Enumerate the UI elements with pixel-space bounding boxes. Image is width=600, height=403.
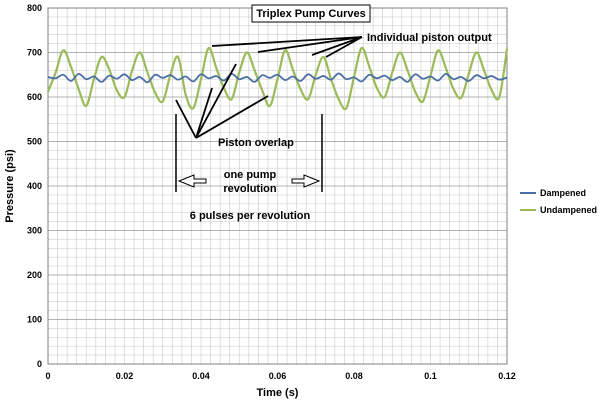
y-tick-label: 700 — [27, 48, 42, 58]
annotation-pointer-lines-output — [211, 36, 363, 58]
x-tick-label: 0.08 — [345, 371, 363, 381]
series-lines — [46, 46, 509, 111]
x-tick-label: 0 — [45, 371, 50, 381]
annotation-one-pump: one pump — [224, 169, 277, 181]
x-tick-label: 0.1 — [424, 371, 437, 381]
y-tick-label: 600 — [27, 92, 42, 102]
y-tick-label: 300 — [27, 226, 42, 236]
pointer-line — [211, 36, 363, 47]
y-tick-label: 500 — [27, 137, 42, 147]
arrow-left-icon — [177, 174, 207, 188]
pointer-line — [195, 63, 237, 139]
grid — [47, 7, 508, 365]
x-tick-label: 0.02 — [116, 371, 134, 381]
pointer-line — [257, 36, 363, 53]
chart-title-box — [251, 4, 371, 23]
pointer-line — [311, 36, 363, 56]
arrow-right-icon — [291, 174, 321, 188]
pointer-line — [175, 99, 197, 139]
annotation-pointer-lines-overlap — [175, 63, 269, 139]
annotation-pulses-per-revolution: 6 pulses per revolution — [190, 210, 311, 222]
legend: Dampened Undampened — [520, 188, 597, 215]
y-axis-title: Pressure (psi) — [4, 149, 16, 223]
y-tick-label: 800 — [27, 3, 42, 13]
y-tick-label: 0 — [37, 359, 42, 369]
x-tick-label: 0.06 — [269, 371, 287, 381]
pointer-line — [195, 87, 213, 139]
annotation-individual-piston-output: Individual piston output — [367, 32, 492, 44]
annotation-revolution: revolution — [223, 183, 276, 195]
y-tick-label: 200 — [27, 270, 42, 280]
x-tick-label: 0.12 — [498, 371, 516, 381]
x-axis-title: Time (s) — [257, 387, 299, 399]
series-line-dampened — [47, 72, 508, 84]
axis-ticks: 0 0.02 0.04 0.06 0.08 0.1 0.12 0 100 200 300 400 500… — [27, 3, 516, 381]
y-tick-label: 400 — [27, 181, 42, 191]
annotation-piston-overlap: Piston overlap — [218, 137, 294, 149]
legend-label-dampened: Dampened — [540, 188, 586, 198]
pointer-line — [195, 95, 269, 139]
legend-label-undampened: Undampened — [540, 205, 597, 215]
chart-title: Triplex Pump Curves — [256, 8, 365, 20]
pointer-line — [325, 36, 363, 58]
y-tick-label: 100 — [27, 315, 42, 325]
x-tick-label: 0.04 — [192, 371, 210, 381]
